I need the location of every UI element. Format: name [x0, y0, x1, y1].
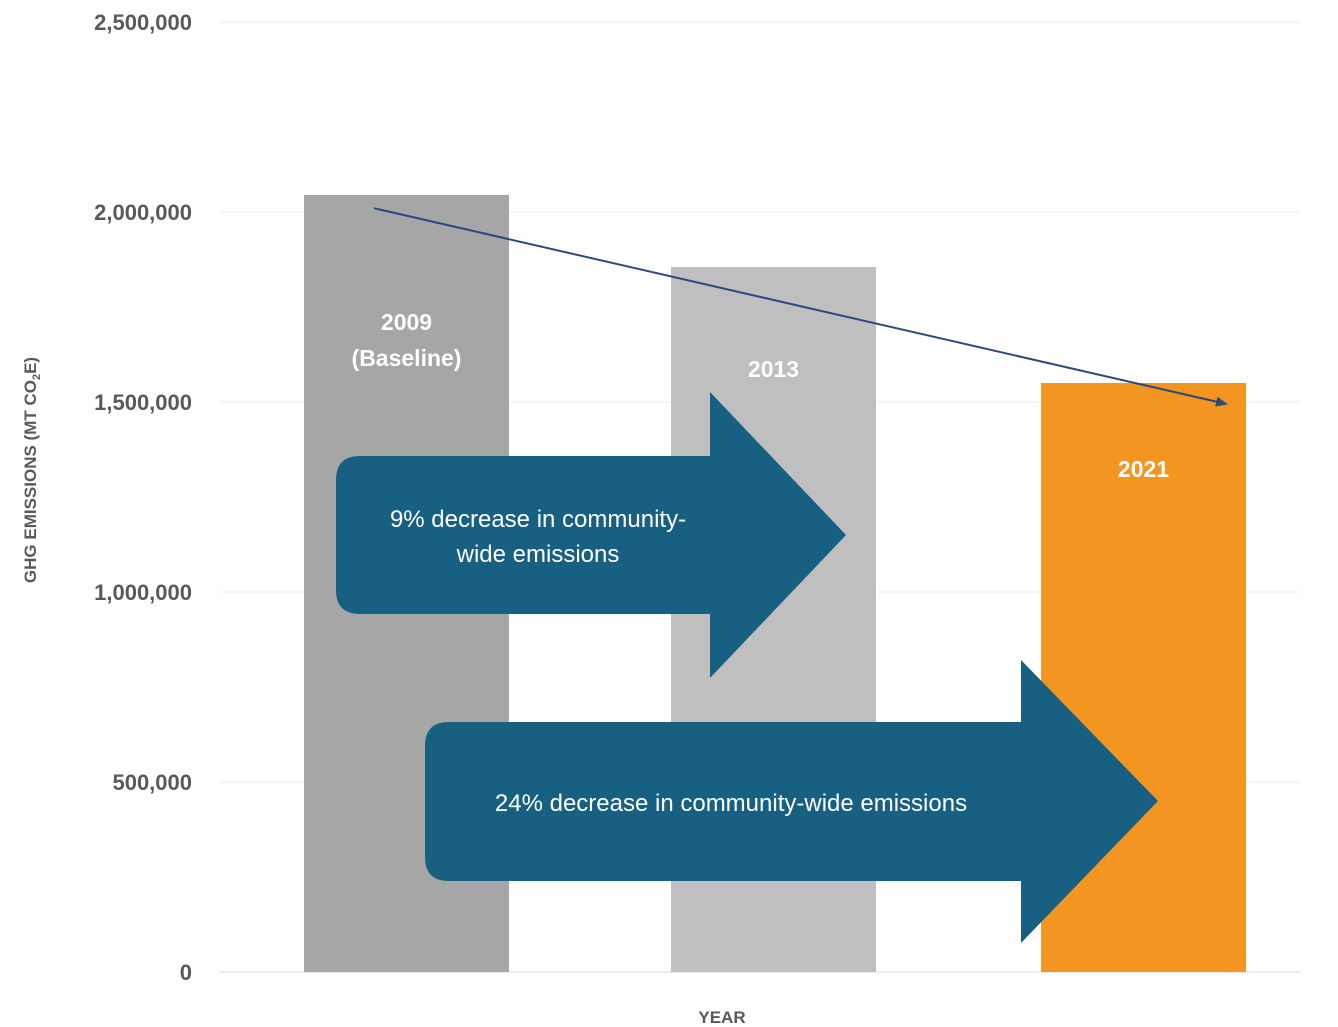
y-tick-label: 500,000: [112, 770, 192, 795]
y-tick-label: 1,000,000: [94, 580, 192, 605]
y-axis-title-main: GHG EMISSIONS (MT CO: [21, 380, 40, 583]
callout-line: wide emissions: [456, 541, 620, 568]
y-tick-label: 2,500,000: [94, 10, 192, 35]
callout-line: 24% decrease in community-wide emissions: [495, 790, 967, 817]
bar-labels: 2009 (Baseline) 2013 2021: [352, 309, 1170, 482]
bar-category-label: (Baseline): [352, 345, 462, 371]
y-axis-title: GHG EMISSIONS (MT CO2E): [21, 357, 43, 583]
y-axis-title-end: E): [21, 357, 40, 374]
y-tick-label: 2,000,000: [94, 200, 192, 225]
bar-category-label: 2009: [381, 309, 432, 335]
y-tick-label: 1,500,000: [94, 390, 192, 415]
callout-arrow-24pct: [425, 660, 1158, 943]
callout-text-24pct: 24% decrease in community-wide emissions: [495, 790, 967, 817]
y-tick-label: 0: [180, 960, 192, 985]
callout-line: 9% decrease in community-: [390, 506, 686, 533]
y-axis-ticks: 0 500,000 1,000,000 1,500,000 2,000,000 2,500…: [94, 10, 192, 985]
callout-arrow-9pct: [336, 392, 846, 678]
y-axis-title-subscript: 2: [31, 374, 43, 380]
x-axis-title: YEAR: [698, 1008, 745, 1027]
bar-category-label: 2021: [1118, 456, 1169, 482]
bar-category-label: 2013: [748, 356, 799, 382]
callout-text-9pct: 9% decrease in community-wide emissions: [390, 506, 686, 568]
trend-arrow-line: [373, 207, 1228, 407]
